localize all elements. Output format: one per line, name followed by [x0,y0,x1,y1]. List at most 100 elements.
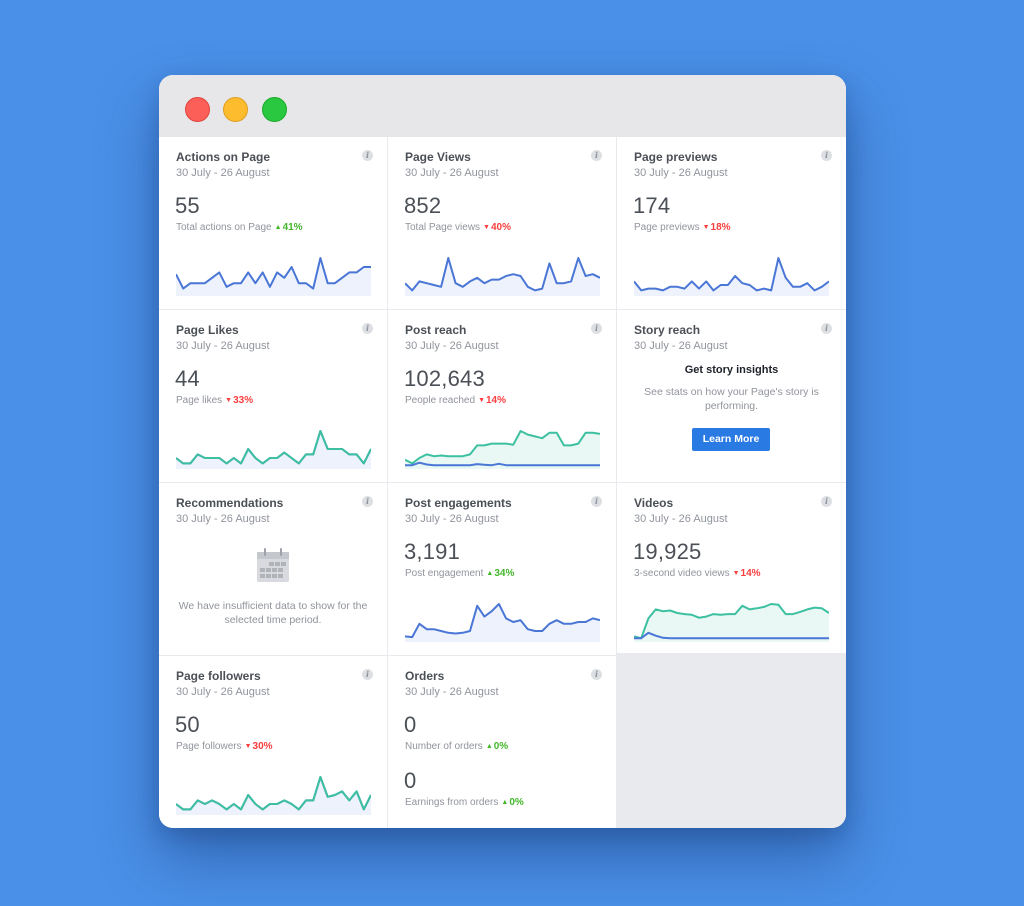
insufficient-data-message: We have insufficient data to show for th… [178,600,368,626]
story-insights-text: See stats on how your Page's story is pe… [644,386,819,412]
card-actions-on-page: Actions on Page 30 July - 26 August i 55… [159,137,387,309]
delta-badge: ▼33% [225,395,253,406]
story-insights-heading: Get story insights [684,364,779,376]
metric-value: 102,643 [404,366,485,391]
insights-grid: Actions on Page 30 July - 26 August i 55… [159,137,846,828]
card-page-followers: Page followers 30 July - 26 August i 50 … [159,656,387,828]
info-icon[interactable]: i [821,150,832,161]
metric-label: Post engagement ▲34% [405,568,514,579]
metric-label: Total actions on Page ▲41% [176,222,303,233]
delta-badge: ▲0% [486,741,508,752]
calendar-icon [257,548,289,582]
date-range: 30 July - 26 August [405,167,499,179]
date-range: 30 July - 26 August [634,167,728,179]
metric-value: 19,925 [633,539,702,564]
delta-value: 34% [494,568,515,579]
triangle-down-icon: ▼ [732,570,740,577]
delta-value: 14% [486,395,507,406]
card-title: Recommendations [176,496,284,510]
card-title: Page previews [634,150,718,164]
info-icon[interactable]: i [821,323,832,334]
orders-count-label: Number of orders ▲0% [405,741,508,752]
metric-label: Page previews ▼18% [634,222,731,233]
date-range: 30 July - 26 August [176,167,270,179]
card-orders: Orders 30 July - 26 August i 0 Number of… [388,656,616,828]
delta-badge: ▲0% [501,797,523,808]
delta-value: 30% [252,741,273,752]
metric-value: 50 [175,712,200,737]
info-icon[interactable]: i [362,150,373,161]
metric-label-text: Post engagement [405,568,484,579]
earnings-label: Earnings from orders ▲0% [405,797,524,808]
info-icon[interactable]: i [821,496,832,507]
delta-badge: ▲34% [486,568,514,579]
metric-label-text: Page previews [634,222,700,233]
delta-value: 41% [282,222,303,233]
triangle-up-icon: ▲ [485,743,493,750]
info-icon[interactable]: i [362,669,373,680]
card-title: Post reach [405,323,467,337]
metric-label: Total Page views ▼40% [405,222,511,233]
sparkline-chart [405,430,600,469]
card-title: Post engagements [405,496,512,510]
delta-badge: ▼40% [483,222,511,233]
delta-badge: ▼18% [703,222,731,233]
metric-value: 44 [175,366,200,391]
date-range: 30 July - 26 August [405,513,499,525]
info-icon[interactable]: i [362,323,373,334]
info-icon[interactable]: i [362,496,373,507]
metric-label-text: 3-second video views [634,568,730,579]
close-button[interactable] [185,97,210,122]
metric-label: People reached ▼14% [405,395,506,406]
metric-label: Page likes ▼33% [176,395,253,406]
info-icon[interactable]: i [591,150,602,161]
triangle-down-icon: ▼ [483,224,490,231]
triangle-down-icon: ▼ [244,743,252,750]
date-range: 30 July - 26 August [634,340,728,352]
card-title: Page Likes [176,323,239,337]
sparkline-chart [405,603,600,642]
card-post-reach: Post reach 30 July - 26 August i 102,643… [388,310,616,482]
card-title: Actions on Page [176,150,271,164]
maximize-button[interactable] [262,97,287,122]
triangle-down-icon: ▼ [478,397,485,404]
metric-label-text: Total actions on Page [176,222,272,233]
learn-more-button[interactable]: Learn More [692,428,770,451]
metric-label-text: Total Page views [405,222,481,233]
delta-value: 33% [233,395,254,406]
sparkline-chart [176,776,371,815]
metric-label-text: Page followers [176,741,242,752]
date-range: 30 July - 26 August [176,340,270,352]
delta-value: 14% [740,568,761,579]
empty-grid-cell [617,654,846,828]
delta-badge: ▼30% [245,741,273,752]
triangle-up-icon: ▲ [274,224,282,231]
delta-value: 0% [509,797,524,808]
sparkline-chart [405,257,600,296]
info-icon[interactable]: i [591,323,602,334]
delta-value: 0% [493,741,509,752]
triangle-down-icon: ▼ [702,224,710,231]
metric-label-text: Number of orders [405,741,483,752]
delta-value: 18% [710,222,731,233]
title-bar [159,75,846,137]
sparkline-chart [176,257,371,296]
earnings-value: 0 [404,768,417,793]
date-range: 30 July - 26 August [405,686,499,698]
date-range: 30 July - 26 August [634,513,728,525]
info-icon[interactable]: i [591,669,602,680]
info-icon[interactable]: i [591,496,602,507]
date-range: 30 July - 26 August [176,513,270,525]
card-title: Videos [634,496,674,510]
triangle-down-icon: ▼ [225,397,233,404]
card-post-engagements: Post engagements 30 July - 26 August i 3… [388,483,616,655]
delta-value: 40% [490,222,511,233]
metric-label-text: Earnings from orders [405,797,499,808]
card-title: Page Views [405,150,471,164]
minimize-button[interactable] [223,97,248,122]
card-title: Story reach [634,323,701,337]
card-page-previews: Page previews 30 July - 26 August i 174 … [617,137,846,309]
card-videos: Videos 30 July - 26 August i 19,925 3-se… [617,483,846,653]
app-window: Actions on Page 30 July - 26 August i 55… [159,75,846,828]
orders-count-value: 0 [404,712,417,737]
